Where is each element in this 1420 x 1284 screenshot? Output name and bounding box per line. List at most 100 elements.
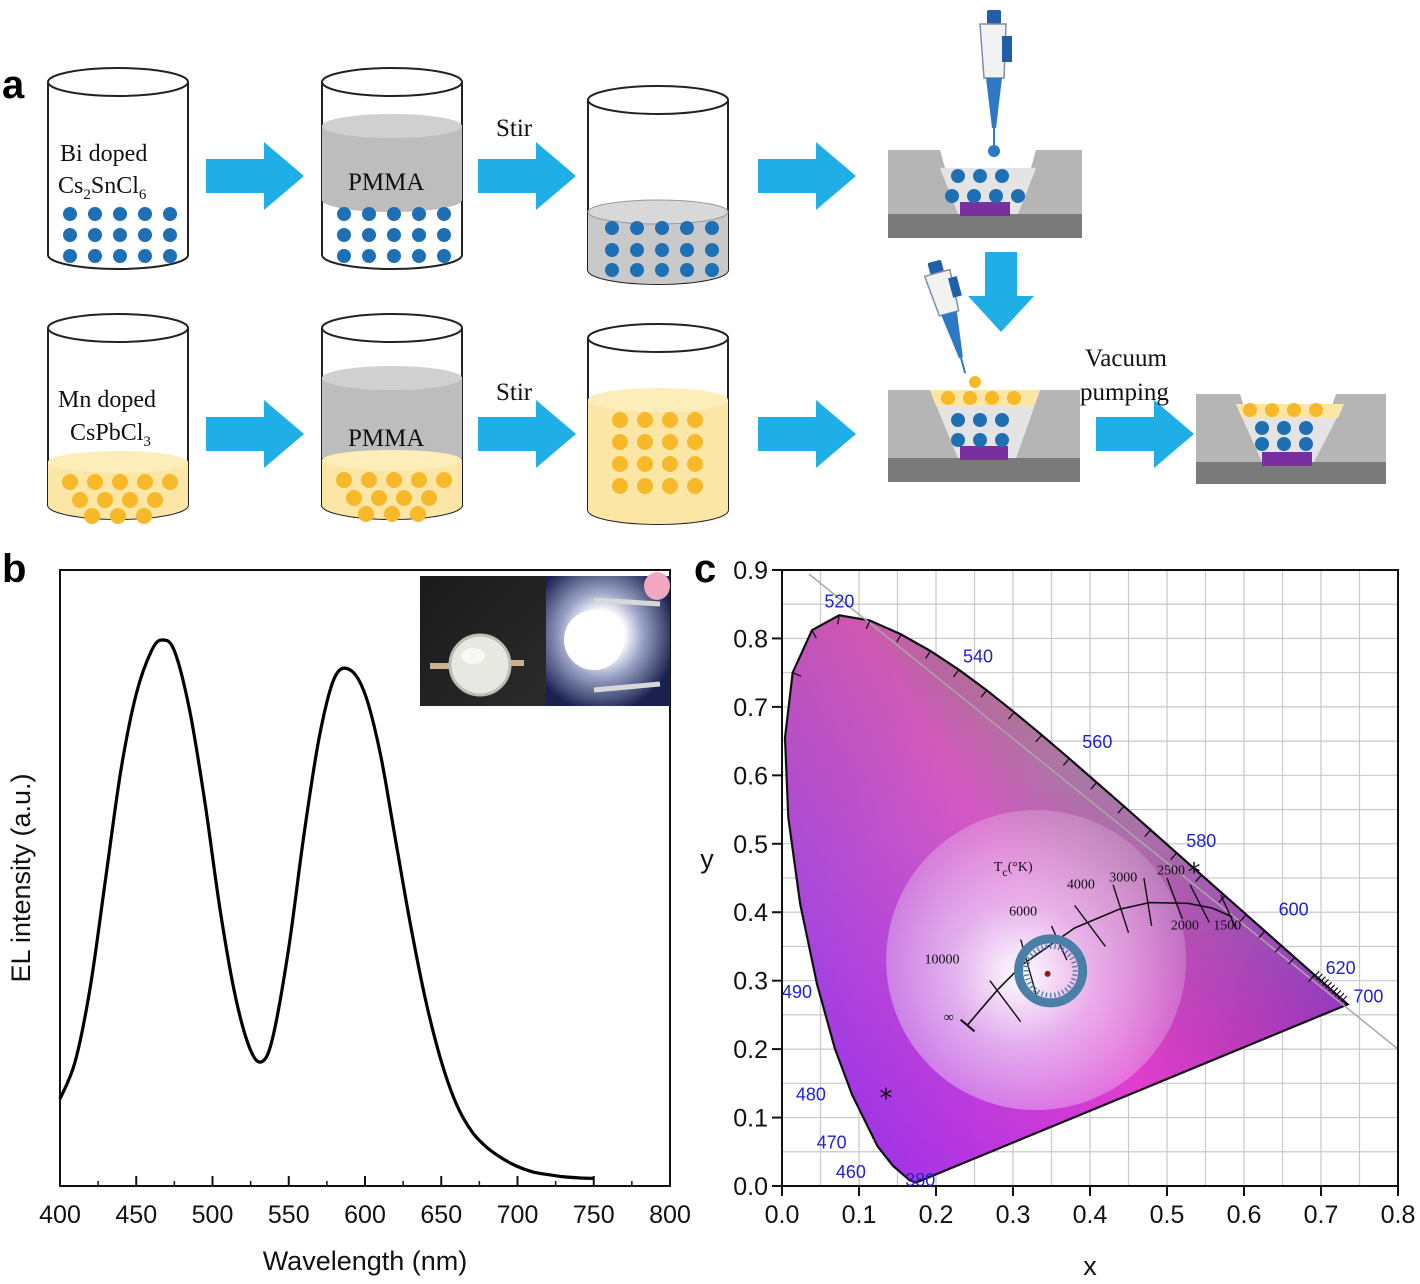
- dot: [387, 249, 401, 263]
- locus-tick: [1062, 758, 1070, 766]
- dot: [630, 221, 644, 235]
- pipette-icon: [979, 10, 1012, 157]
- label-stir-bottom: Stir: [496, 379, 533, 406]
- dot: [967, 189, 981, 203]
- ring-tick: [1053, 944, 1057, 950]
- dot: [995, 433, 1009, 447]
- gamut-line: [808, 573, 1399, 1050]
- dot: [412, 228, 426, 242]
- x-axis-b: 400 450 500 550 600 650 700 750 800: [39, 1176, 691, 1229]
- locus-tick: [865, 620, 871, 629]
- ring-tick: [1057, 991, 1061, 997]
- yellow-droplet: [969, 376, 981, 388]
- dot: [387, 207, 401, 221]
- dot: [1287, 403, 1301, 417]
- locus-ticks: [792, 615, 1348, 1003]
- dot: [662, 456, 678, 472]
- dot: [163, 207, 177, 221]
- locus-tick: [1117, 805, 1125, 814]
- axes-c: 0.0 0.1 0.2 0.3 0.4 0.5 0.6 0.7 0.8 0.0 0.1 0.2 0.3 0…: [733, 557, 1415, 1229]
- locus-tick: [1035, 734, 1043, 743]
- dot: [138, 228, 152, 242]
- dot: [655, 221, 669, 235]
- label-cspbcl3: CsPbCl3: [70, 420, 151, 450]
- dot: [72, 492, 88, 508]
- dot: [113, 228, 127, 242]
- locus-tick: [1331, 987, 1339, 995]
- dot: [705, 243, 719, 257]
- locus-tick: [1337, 992, 1345, 1000]
- locus-tick: [1218, 895, 1226, 903]
- ring-tick: [1025, 960, 1031, 964]
- label-bi-doped: Bi doped: [60, 141, 147, 167]
- ring-tick: [1061, 947, 1065, 953]
- locus-tick: [1288, 956, 1296, 965]
- dot: [62, 474, 78, 490]
- dot: [162, 474, 178, 490]
- x-axis-title-c: x: [1083, 1251, 1097, 1281]
- panel-letter-b: b: [2, 547, 26, 591]
- wavelength-label: 620: [1326, 958, 1356, 978]
- dot: [412, 207, 426, 221]
- dot: [362, 207, 376, 221]
- label-pumping: pumping: [1080, 379, 1169, 406]
- wavelength-label: 580: [1186, 831, 1216, 851]
- locus-tick: [792, 671, 802, 677]
- x-tick-label: 400: [39, 1201, 81, 1229]
- locus-tick: [1325, 981, 1333, 989]
- beaker-stirred-blue: [587, 85, 729, 285]
- dot: [1299, 437, 1313, 451]
- ring-tick: [1072, 965, 1078, 968]
- ring-tick: [1069, 981, 1075, 985]
- dot: [88, 249, 102, 263]
- dot: [630, 263, 644, 277]
- dot: [1255, 421, 1269, 435]
- dot: [384, 506, 400, 522]
- y-tick-label: 0.6: [733, 762, 768, 790]
- label-mn-doped: Mn doped: [58, 387, 156, 413]
- locus-tick: [896, 634, 902, 643]
- cct-label: 4000: [1067, 877, 1095, 892]
- beaker-mn: Mn doped CsPbCl3: [47, 313, 189, 524]
- dot: [437, 207, 451, 221]
- wavelength-label: 600: [1279, 900, 1309, 920]
- quantum-dots-blue: [337, 207, 451, 263]
- arrow-right: [206, 142, 304, 210]
- dot: [637, 412, 653, 428]
- x-tick-label: 0.7: [1304, 1201, 1339, 1229]
- arrow-right: [478, 142, 576, 210]
- dot: [336, 472, 352, 488]
- white-point-ring: [1014, 934, 1088, 1008]
- dot: [337, 207, 351, 221]
- wavelength-label: 480: [796, 1084, 826, 1104]
- dot: [612, 478, 628, 494]
- ring-tick: [1071, 960, 1077, 964]
- dot: [973, 413, 987, 427]
- locus-tick: [1315, 973, 1323, 981]
- cct-label: 2000: [1171, 918, 1199, 933]
- y-tick-label: 0.2: [733, 1036, 768, 1064]
- dot: [163, 249, 177, 263]
- wavelength-label: 560: [1082, 732, 1112, 752]
- dot: [705, 221, 719, 235]
- process-arrows: [206, 142, 1194, 468]
- locus-tick: [1258, 930, 1266, 939]
- dot: [973, 433, 987, 447]
- dot: [97, 492, 113, 508]
- beaker-pmma-yellow: PMMA: [321, 313, 463, 522]
- dot: [963, 391, 977, 405]
- dot: [705, 263, 719, 277]
- dot: [412, 249, 426, 263]
- dot: [1007, 391, 1021, 405]
- label-vacuum: Vacuum: [1085, 345, 1167, 372]
- dot: [436, 472, 452, 488]
- dot: [346, 490, 362, 506]
- x-tick-label: 0.8: [1381, 1201, 1416, 1229]
- ring-tick: [1029, 984, 1035, 989]
- ring-tick: [1069, 956, 1075, 961]
- y-axis-title-b: EL intensity (a.u.): [6, 773, 36, 982]
- dot: [680, 263, 694, 277]
- dot: [1243, 403, 1257, 417]
- locus-tick: [1195, 874, 1202, 883]
